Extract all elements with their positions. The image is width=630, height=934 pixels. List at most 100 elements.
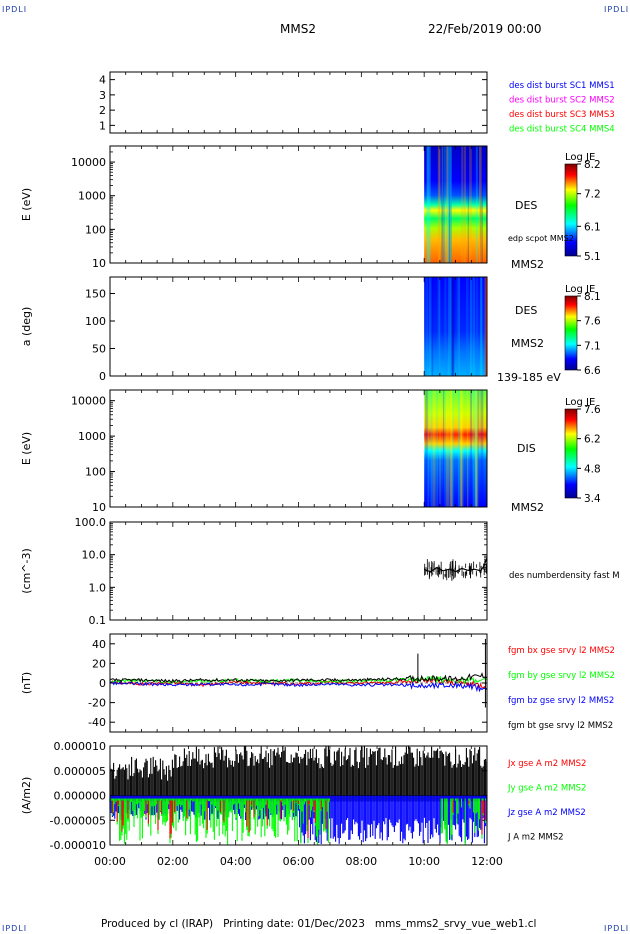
panel-label: 139-185 eV <box>497 371 561 384</box>
legend-entry: Jz gse A m2 MMS2 <box>507 808 586 818</box>
heatmap-stripe <box>438 277 440 376</box>
y-tick-label: 10.0 <box>82 549 107 562</box>
heatmap-stripe <box>449 277 452 376</box>
heatmap-stripe <box>425 277 427 376</box>
heatmap-stripe <box>426 277 428 376</box>
heatmap-stripe <box>441 146 443 263</box>
heatmap-edge-mark <box>485 277 488 376</box>
plot-date: 22/Feb/2019 00:00 <box>428 22 542 36</box>
heatmap-stripe <box>463 146 467 263</box>
heatmap-stripe <box>449 146 451 263</box>
heatmap-stripe <box>428 277 432 376</box>
heatmap-stripe <box>467 146 469 263</box>
colorbar-tick-label: 7.1 <box>584 340 601 352</box>
axis-label-y: E (eV) <box>20 188 33 221</box>
y-tick-label: 0 <box>99 370 106 383</box>
colorbar-title: Log JE <box>565 397 595 408</box>
heatmap-stripe <box>475 277 479 376</box>
heatmap-fill <box>424 146 487 263</box>
y-tick-label: 10 <box>92 501 106 514</box>
corner-label-top-left: IPDLI <box>2 5 28 14</box>
y-tick-label: 0.000010 <box>54 740 107 753</box>
colorbar-tick-label: 6.6 <box>584 365 601 377</box>
heatmap-stripe <box>480 390 484 507</box>
legend-entry: fgm bt gse srvy l2 MMS2 <box>508 721 613 731</box>
heatmap-stripe <box>443 146 446 263</box>
axis-label-y: (nT) <box>20 672 33 694</box>
heatmap-stripe <box>451 277 454 376</box>
y-tick-label: 1.0 <box>89 581 107 594</box>
heatmap-stripe <box>476 390 478 507</box>
heatmap-stripe <box>470 277 472 376</box>
y-tick-label: 100 <box>85 223 106 236</box>
heatmap-stripe <box>436 390 438 507</box>
heatmap-stripe <box>427 390 429 507</box>
y-tick-label: 150 <box>85 288 106 301</box>
heatmap-stripe <box>448 146 451 263</box>
axis-label-y: a (deg) <box>20 307 33 347</box>
y-tick-label: -0.000005 <box>50 814 106 827</box>
heatmap-stripe <box>451 277 454 376</box>
legend-entry: des numberdensity fast M <box>509 571 620 581</box>
y-tick-label: 100 <box>85 466 106 479</box>
heatmap-stripe <box>480 277 483 376</box>
y-tick-label: 2 <box>99 104 106 117</box>
panel-label: DES <box>515 304 537 317</box>
heatmap-stripe <box>470 277 473 376</box>
panel-label: DIS <box>517 442 536 455</box>
y-tick-label: 1000 <box>78 190 106 203</box>
heatmap-stripe <box>456 277 460 376</box>
y-tick-label: 0.000005 <box>54 765 107 778</box>
colorbar-tick-label: 5.1 <box>584 251 601 263</box>
heatmap-stripe <box>443 390 445 507</box>
panel-label: edp scpot MMS2 <box>508 234 574 243</box>
x-tick-label: 06:00 <box>283 855 315 868</box>
y-tick-label: 50 <box>92 343 106 356</box>
heatmap-stripe <box>437 146 441 263</box>
legend-entry: fgm by gse srvy l2 MMS2 <box>508 671 615 681</box>
heatmap-stripe <box>474 390 477 507</box>
panel-label: DES <box>515 199 537 212</box>
legend-entry: des dist burst SC3 MMS3 <box>509 110 615 120</box>
colorbar-tick-label: 8.2 <box>584 159 601 171</box>
heatmap-stripe <box>452 390 454 507</box>
corner-label-bottom-left: IPDLI <box>2 924 28 933</box>
colorbar-tick-label: 6.2 <box>584 434 601 446</box>
heatmap-stripe <box>460 390 464 507</box>
heatmap-stripe <box>460 390 463 507</box>
y-tick-label: -0.000010 <box>50 839 106 852</box>
heatmap-stripe <box>470 390 472 507</box>
y-tick-label: 100 <box>85 315 106 328</box>
panel-label: MMS2 <box>511 337 544 350</box>
panel-frame <box>109 71 488 134</box>
y-tick-label: 20 <box>92 657 106 670</box>
heatmap-stripe <box>449 390 453 507</box>
heatmap-stripe <box>449 277 451 376</box>
x-tick-label: 08:00 <box>345 855 377 868</box>
heatmap-stripe <box>448 146 452 263</box>
heatmap-stripe <box>430 390 433 507</box>
heatmap-stripe <box>429 146 431 263</box>
colorbar-tick-label: 7.6 <box>584 316 601 328</box>
x-tick-label: 02:00 <box>157 855 189 868</box>
heatmap-stripe <box>475 390 479 507</box>
heatmap-stripe <box>476 390 480 507</box>
x-tick-label: 12:00 <box>471 855 503 868</box>
legend-entry: J A m2 MMS2 <box>507 833 564 843</box>
heatmap-fill <box>424 390 487 507</box>
heatmap-stripe <box>438 146 440 263</box>
panel-label: MMS2 <box>511 501 544 514</box>
x-tick-label: 10:00 <box>408 855 440 868</box>
heatmap-stripe <box>447 390 450 507</box>
heatmap-stripe <box>472 277 476 376</box>
x-tick-label: 00:00 <box>94 855 126 868</box>
colorbar-title: Log JE <box>565 284 595 295</box>
y-tick-label: 1000 <box>78 430 106 443</box>
legend-entry: Jx gse A m2 MMS2 <box>507 759 586 769</box>
field-line <box>109 680 488 693</box>
heatmap-stripe <box>480 277 483 376</box>
heatmap-stripe <box>460 390 462 507</box>
heatmap-stripe <box>466 277 469 376</box>
colorbar-tick-label: 6.1 <box>584 221 601 233</box>
heatmap-stripe <box>461 146 464 263</box>
